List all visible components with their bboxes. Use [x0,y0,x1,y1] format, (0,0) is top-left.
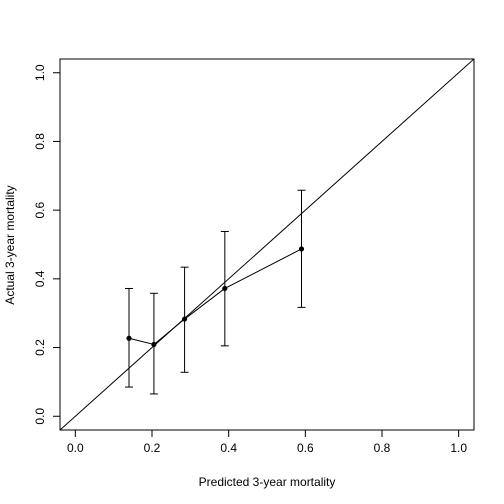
y-axis-label: Actual 3-year mortality [3,185,17,304]
y-tick-label: 0.4 [33,270,47,287]
x-tick-label: 0.4 [220,441,237,455]
plot-region [59,58,475,431]
data-point [126,335,132,341]
y-tick-label: 1.0 [33,64,47,81]
y-tick-label: 0.8 [33,133,47,150]
x-tick-label: 0.6 [297,441,314,455]
series-line [128,248,302,346]
x-tick-label: 1.0 [450,441,467,455]
data-point [181,316,188,322]
x-axis-label: Predicted 3-year mortality [199,475,336,489]
x-tick-label: 0.8 [374,441,391,455]
x-axis: 0.0 0.2 0.4 0.6 0.8 1.0 [67,430,467,455]
y-tick-label: 0.6 [33,201,47,218]
x-tick-label: 0.2 [144,441,161,455]
y-tick-label: 0.0 [33,408,47,425]
data-point [222,285,228,292]
reference-diagonal-line [60,59,474,430]
data-point [298,246,305,252]
y-axis: 0.0 0.2 0.4 0.6 0.8 1.0 [33,64,60,425]
data-point [151,341,157,348]
y-tick-label: 0.2 [33,339,47,356]
plot-frame [59,58,475,431]
x-tick-label: 0.0 [67,441,84,455]
